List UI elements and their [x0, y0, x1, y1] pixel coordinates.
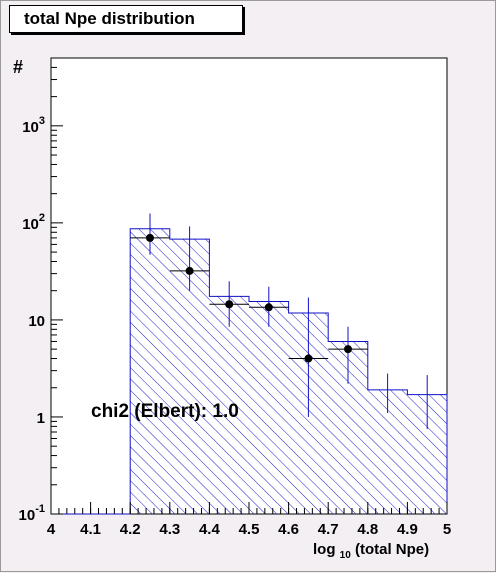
y-tick-label: 103: [22, 115, 45, 136]
x-axis-label: log 10 (total Npe): [313, 541, 429, 562]
x-tick-label: 4.4: [199, 521, 221, 538]
x-tick-label: 5: [443, 521, 451, 538]
data-point: [225, 300, 234, 309]
axes-layer: 4 4.1 4.2 4.3 4.4 4.5 4.6 4.7 4.8 4.9 510-11101021…: [19, 57, 451, 538]
plot-title: total Npe distribution: [9, 5, 243, 33]
x-tick-label: 4.6: [278, 521, 299, 538]
histogram-bin: [130, 228, 170, 514]
y-axis-label: #: [13, 57, 23, 77]
y-tick-label: 10-1: [19, 503, 45, 524]
x-axis-label-rest: (total Npe): [355, 541, 429, 558]
y-tick-label: 10: [28, 313, 45, 330]
y-tick-base: 10: [22, 119, 39, 136]
x-tick-label: 4.1: [80, 521, 101, 538]
x-tick-label: 4.7: [318, 521, 339, 538]
y-tick-label: 102: [22, 212, 45, 233]
histogram-layer: [51, 228, 448, 515]
histogram-bin: [249, 301, 289, 514]
x-tick-label: 4.9: [397, 521, 418, 538]
histogram-bin: [209, 296, 249, 514]
chi2-annotation: chi2 (Elbert): 1.0: [91, 401, 239, 422]
x-tick-label: 4.2: [120, 521, 141, 538]
x-tick-label: 4: [47, 521, 56, 538]
x-axis-label-subscript: 10: [340, 550, 352, 561]
y-tick-exponent: -1: [35, 503, 45, 515]
x-axis-label-log: log: [313, 541, 336, 558]
data-point: [304, 354, 313, 363]
y-tick-exponent: 2: [39, 212, 45, 224]
y-tick-exponent: 3: [39, 115, 45, 127]
data-point: [264, 303, 273, 312]
data-point: [344, 345, 352, 354]
x-tick-label: 4.5: [239, 521, 260, 538]
y-tick-base: 10: [19, 507, 36, 524]
data-point: [185, 266, 194, 275]
x-tick-label: 4.3: [159, 521, 180, 538]
y-tick-label: 1: [37, 410, 45, 427]
data-point: [146, 233, 154, 242]
x-tick-label: 4.8: [357, 521, 378, 538]
y-tick-base: 10: [22, 216, 39, 233]
data-points-layer: [130, 213, 368, 417]
